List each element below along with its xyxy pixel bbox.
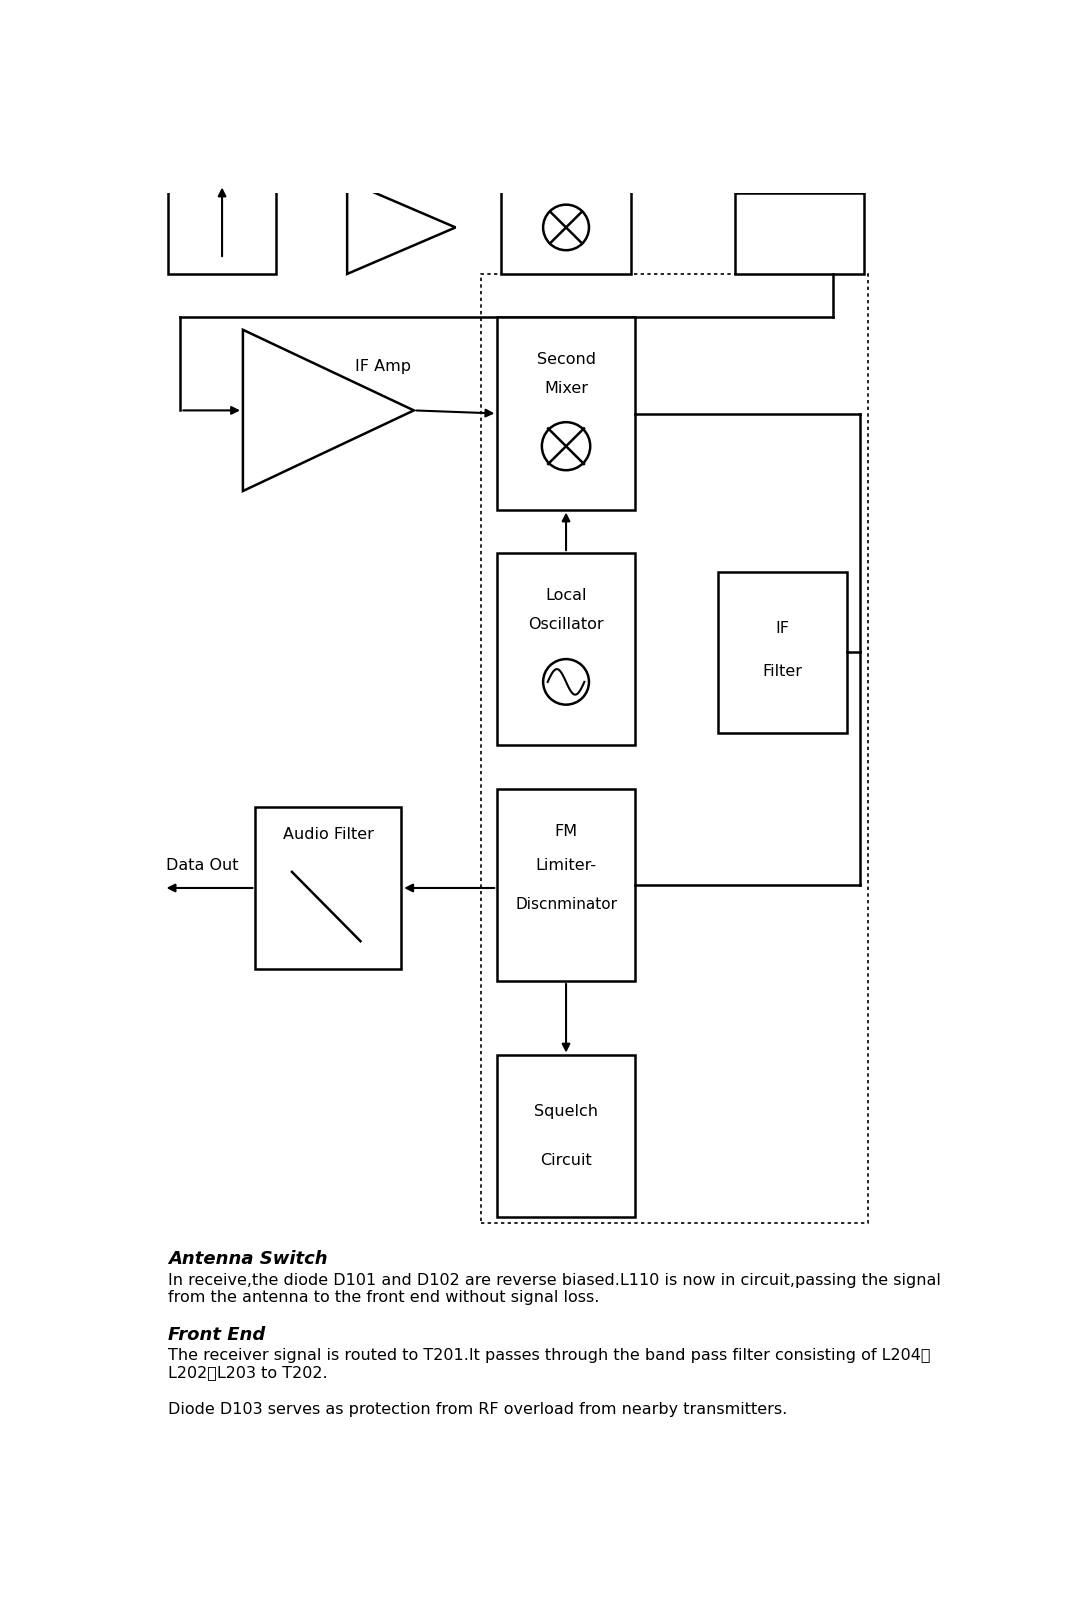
Text: Local: Local (546, 588, 586, 603)
Text: Filter: Filter (763, 664, 803, 680)
Text: Second: Second (537, 353, 595, 367)
Text: Data Out: Data Out (166, 859, 239, 873)
Text: Antenna Switch: Antenna Switch (168, 1250, 327, 1268)
Bar (501, 180, 631, 274)
Text: Audio Filter: Audio Filter (283, 828, 373, 843)
Text: Limiter-: Limiter- (536, 859, 596, 873)
Bar (497, 789, 635, 981)
Text: Oscillator: Oscillator (528, 617, 604, 632)
Bar (735, 193, 864, 274)
Text: Circuit: Circuit (540, 1153, 592, 1168)
Text: The receiver signal is routed to T201.It passes through the band pass filter con: The receiver signal is routed to T201.It… (168, 1348, 931, 1381)
Text: FM: FM (554, 823, 578, 839)
Text: Mixer: Mixer (544, 382, 589, 396)
Bar (481, 274, 868, 1223)
Text: Diode D103 serves as protection from RF overload from nearby transmitters.: Diode D103 serves as protection from RF … (168, 1402, 788, 1416)
Text: Front End: Front End (168, 1326, 265, 1344)
Text: IF: IF (776, 620, 790, 636)
Text: IF Amp: IF Amp (355, 359, 411, 374)
Bar (718, 572, 848, 733)
Bar (497, 317, 635, 509)
Bar (497, 553, 635, 746)
Text: Discnminator: Discnminator (515, 897, 617, 912)
Text: In receive,the diode D101 and D102 are reverse biased.L110 is now in circuit,pas: In receive,the diode D101 and D102 are r… (168, 1273, 940, 1305)
Bar (255, 807, 401, 968)
Text: Squelch: Squelch (534, 1105, 598, 1120)
Bar (168, 174, 277, 274)
Bar (497, 1055, 635, 1216)
